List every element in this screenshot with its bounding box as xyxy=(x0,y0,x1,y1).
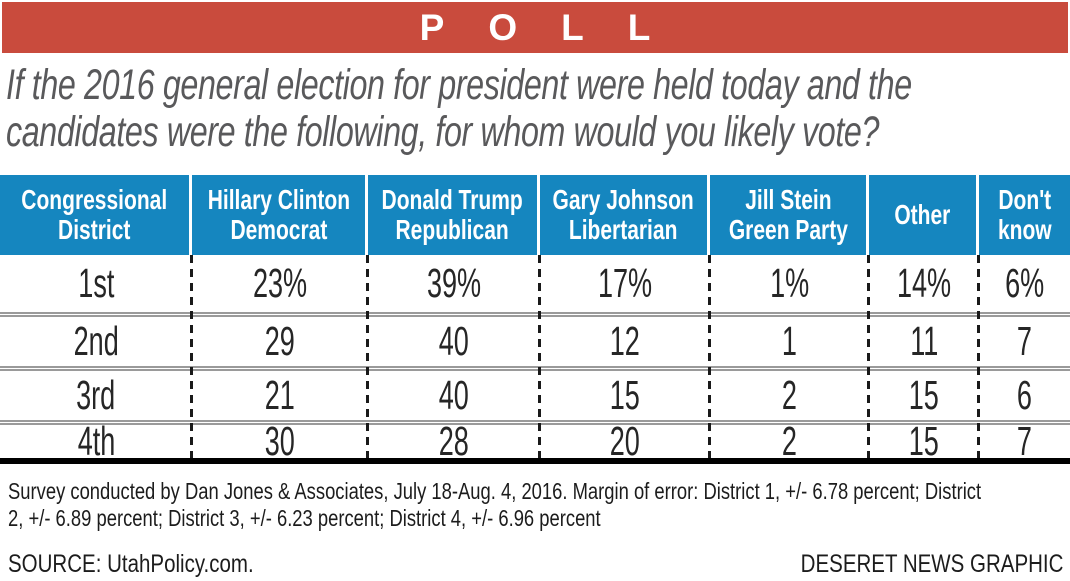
value-cell: 40 xyxy=(438,318,470,364)
value-cell: 17% xyxy=(597,260,653,306)
district-cell: 4th xyxy=(77,418,115,464)
value-cell: 6% xyxy=(1004,260,1045,306)
value-cell: 1 xyxy=(781,318,798,364)
column-header-jill-stein: Jill Stein Green Party xyxy=(710,175,869,255)
column-header-label: Jill Stein Green Party xyxy=(728,184,848,245)
value-cell: 7 xyxy=(1016,318,1033,364)
district-cell: 3rd xyxy=(76,372,116,418)
column-header-label: Congressional District xyxy=(21,184,168,245)
column-header-label: Other xyxy=(894,199,951,230)
column-header-hillary-clinton: Hillary Clinton Democrat xyxy=(192,175,368,255)
column-divider-dashed xyxy=(366,255,369,458)
value-cell: 15 xyxy=(908,372,940,418)
poll-banner: POLL xyxy=(2,2,1068,53)
graphic-credit: DESERET NEWS GRAPHIC xyxy=(800,550,1063,578)
table-bottom-rule xyxy=(0,458,1070,464)
value-cell: 30 xyxy=(264,418,296,464)
table-body: 1st 23% 39% 17% 1% 14% 6% 2nd 29 40 12 1… xyxy=(0,255,1070,464)
value-cell: 29 xyxy=(264,318,296,364)
column-header-label: Donald Trump Republican xyxy=(381,184,524,245)
district-cell: 2nd xyxy=(73,318,119,364)
column-divider-dashed xyxy=(977,255,980,458)
column-header-dont-know: Don't know xyxy=(979,175,1070,255)
column-header-donald-trump: Donald Trump Republican xyxy=(368,175,540,255)
poll-question: If the 2016 general election for preside… xyxy=(6,62,1070,156)
column-header-label: Gary Johnson Libertarian xyxy=(552,184,695,245)
value-cell: 21 xyxy=(264,372,296,418)
value-cell: 14% xyxy=(896,260,952,306)
value-cell: 1% xyxy=(769,260,810,306)
column-header-gary-johnson: Gary Johnson Libertarian xyxy=(540,175,710,255)
value-cell: 7 xyxy=(1016,418,1033,464)
column-divider-dashed xyxy=(867,255,870,458)
column-header-congressional-district: Congressional District xyxy=(0,175,192,255)
value-cell: 11 xyxy=(909,318,939,364)
value-cell: 2 xyxy=(781,418,798,464)
source-attribution: SOURCE: UtahPolicy.com. xyxy=(8,550,254,578)
survey-footnote: Survey conducted by Dan Jones & Associat… xyxy=(8,478,1070,532)
column-header-label: Hillary Clinton Democrat xyxy=(207,184,350,245)
column-divider-dashed xyxy=(190,255,193,458)
poll-table: Congressional District Hillary Clinton D… xyxy=(0,175,1070,464)
table-row-2nd: 2nd 29 40 12 1 11 7 xyxy=(0,312,1070,366)
value-cell: 28 xyxy=(438,418,470,464)
value-cell: 15 xyxy=(609,372,641,418)
survey-footnote-text: Survey conducted by Dan Jones & Associat… xyxy=(8,478,982,531)
value-cell: 40 xyxy=(438,372,470,418)
value-cell: 20 xyxy=(609,418,641,464)
table-row-1st: 1st 23% 39% 17% 1% 14% 6% xyxy=(0,255,1070,312)
value-cell: 23% xyxy=(252,260,308,306)
table-row-3rd: 3rd 21 40 15 2 15 6 xyxy=(0,366,1070,420)
poll-question-text: If the 2016 general election for preside… xyxy=(6,61,912,156)
district-cell: 1st xyxy=(77,260,115,306)
column-divider-dashed xyxy=(538,255,541,458)
column-header-label: Don't know xyxy=(997,184,1052,245)
table-row-4th: 4th 30 28 20 2 15 7 xyxy=(0,418,1070,464)
column-divider-dashed xyxy=(708,255,711,458)
value-cell: 39% xyxy=(426,260,482,306)
table-header-row: Congressional District Hillary Clinton D… xyxy=(0,175,1070,255)
value-cell: 6 xyxy=(1016,372,1033,418)
value-cell: 12 xyxy=(609,318,641,364)
value-cell: 2 xyxy=(781,372,798,418)
column-header-other: Other xyxy=(869,175,979,255)
poll-banner-title: POLL xyxy=(419,6,695,48)
source-row: SOURCE: UtahPolicy.com. DESERET NEWS GRA… xyxy=(8,550,1063,579)
value-cell: 15 xyxy=(908,418,940,464)
